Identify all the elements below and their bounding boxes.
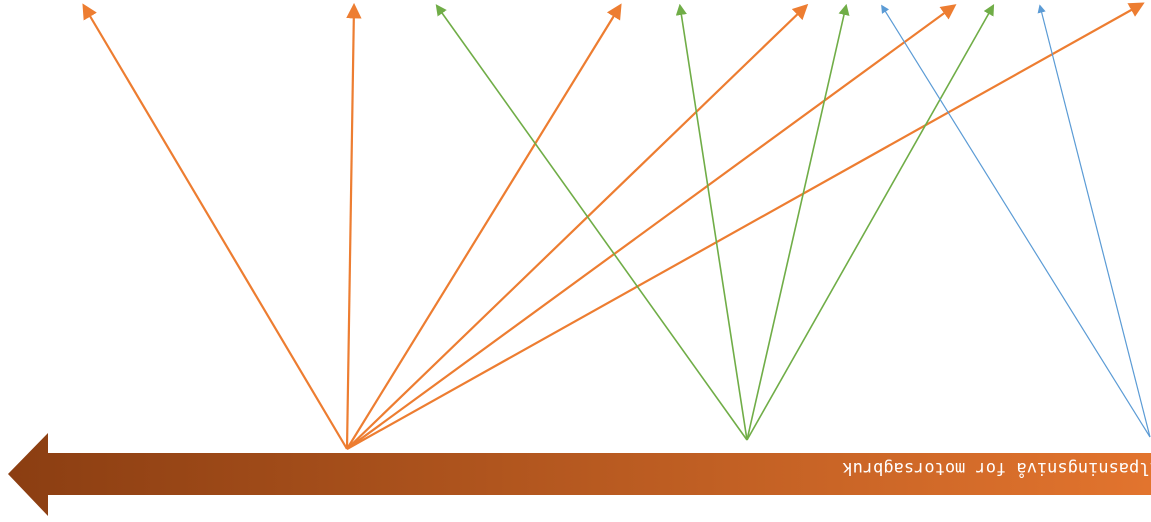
orange-ray-5 [346,4,957,450]
orange-ray-3 [346,3,622,450]
green-ray-group [435,3,995,441]
blue-ray-2 [1037,4,1151,438]
timeline-arrow-label: Tilpasningsnivå for motorsagbruk [842,458,1151,478]
green-ray-2 [675,3,748,441]
orange-ray-group [82,2,1145,450]
orange-ray-6 [346,2,1145,450]
timeline-arrow [8,433,1151,516]
blue-ray-group [881,4,1151,438]
orange-ray-1 [82,3,348,450]
orange-ray-4 [346,3,809,450]
green-ray-3 [746,3,850,441]
green-ray-4 [746,4,995,441]
orange-ray-2 [345,2,362,450]
blue-ray-1 [881,4,1151,438]
green-ray-1 [435,4,748,441]
